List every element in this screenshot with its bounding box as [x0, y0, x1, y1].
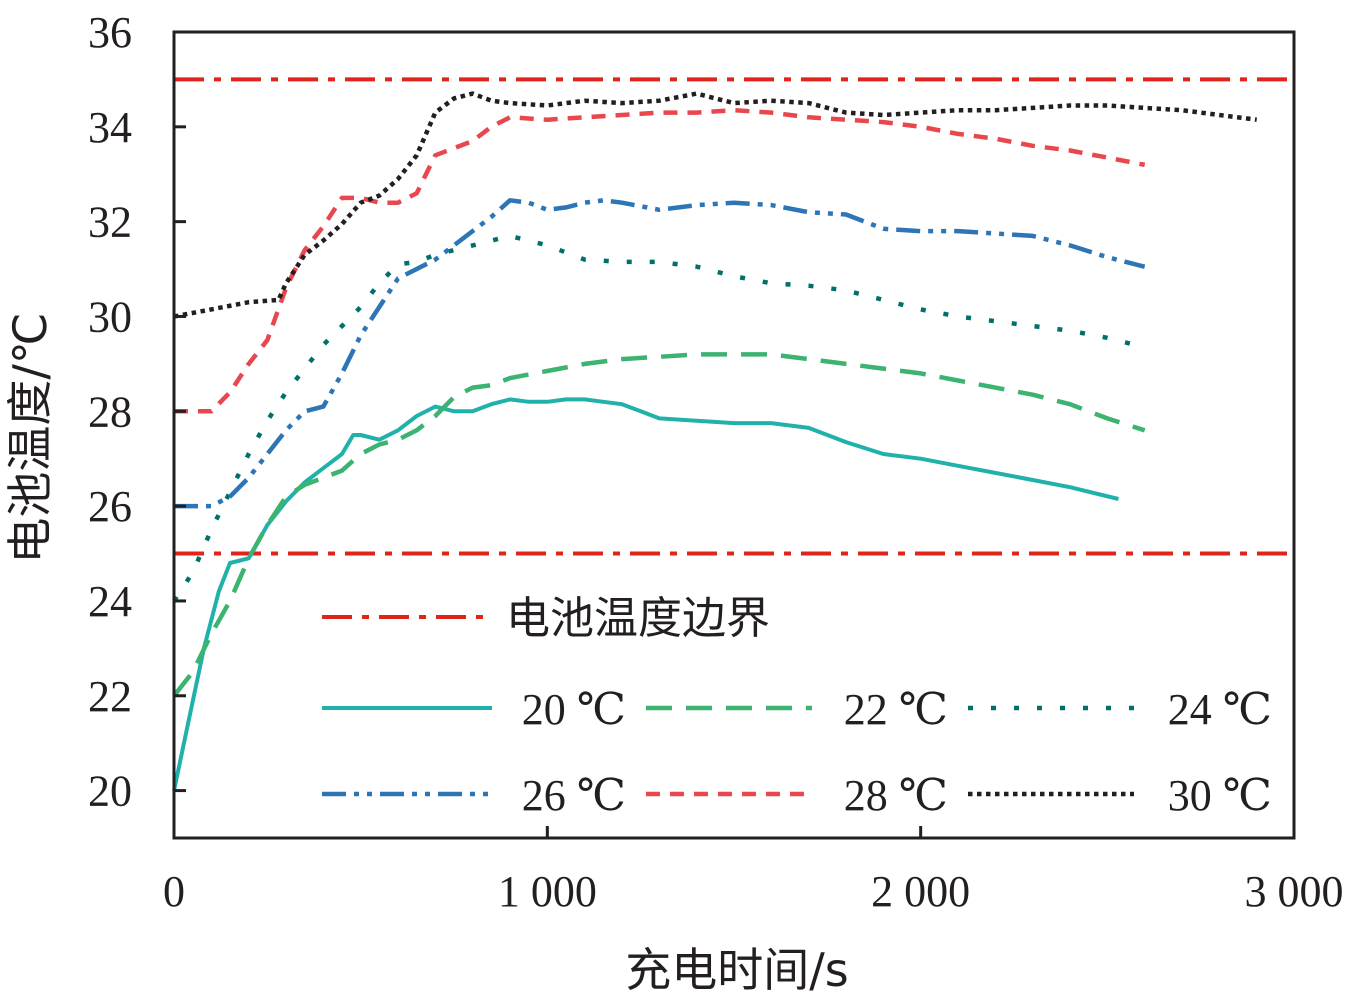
y-axis-title: 电池温度/℃ [3, 312, 57, 563]
y-tick-label-0: 20 [88, 767, 132, 816]
y-tick-label-8: 36 [88, 8, 132, 57]
legend: 电池温度边界 20 ℃ 22 ℃ 24 ℃ 26 ℃ 28 ℃ 30 ℃ [322, 593, 1272, 820]
x-tick-label-2: 2 000 [871, 867, 970, 916]
legend-label-1: 22 ℃ [844, 685, 948, 734]
legend-label-2: 24 ℃ [1168, 685, 1272, 734]
series-line-1 [172, 352, 1146, 698]
y-tick-label-2: 24 [88, 577, 132, 626]
boundary-lines [174, 77, 1294, 556]
y-tick-label-6: 32 [88, 198, 132, 247]
series-lines [172, 91, 1257, 792]
legend-label-boundary: 电池温度边界 [506, 593, 770, 644]
legend-label-0: 20 ℃ [522, 685, 626, 734]
x-tick-label-1: 1 000 [498, 867, 597, 916]
legend-label-5: 30 ℃ [1168, 771, 1272, 820]
legend-label-3: 26 ℃ [522, 771, 626, 820]
series-line-5 [173, 91, 1257, 319]
y-tick-label-4: 28 [88, 387, 132, 436]
x-tick-label-0: 0 [163, 867, 185, 916]
y-tick-label-5: 30 [88, 292, 132, 341]
legend-label-4: 28 ℃ [844, 771, 948, 820]
x-tick-label-3: 3 000 [1245, 867, 1344, 916]
series-line-4 [174, 107, 1146, 414]
y-tick-label-1: 22 [88, 672, 132, 721]
x-axis-title: 充电时间/s [625, 943, 848, 997]
y-tick-label-7: 34 [88, 103, 132, 152]
axis-ticks: 0 1 000 2 000 3 000 20 22 24 26 28 30 32 34 36 [88, 8, 1344, 916]
plot-frame [172, 30, 1296, 840]
y-tick-label-3: 26 [88, 482, 132, 531]
series-line-3 [174, 198, 1146, 509]
